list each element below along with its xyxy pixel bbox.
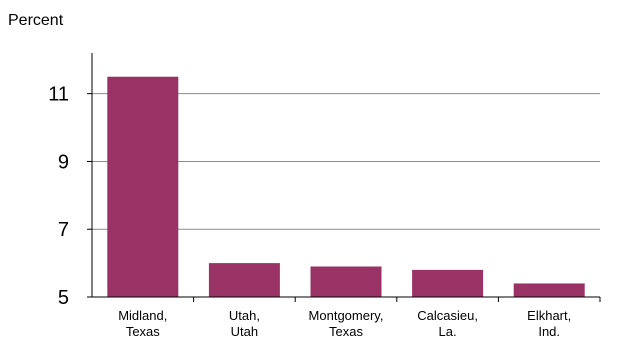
y-tick-label: 5 bbox=[58, 287, 69, 309]
axes bbox=[87, 53, 601, 302]
bars bbox=[107, 76, 585, 297]
x-tick-label: Utah, bbox=[229, 308, 260, 323]
x-tick-label: Calcasieu, bbox=[417, 308, 478, 323]
x-tick-label: Elkhart, bbox=[527, 308, 571, 323]
bar bbox=[513, 283, 585, 297]
x-tick-label: Montgomery, bbox=[309, 308, 384, 323]
x-tick-label: Midland, bbox=[118, 308, 167, 323]
x-tick-label: Ind. bbox=[538, 324, 560, 339]
bar bbox=[412, 269, 484, 297]
x-tick-label: Texas bbox=[126, 324, 160, 339]
y-axis-label: Percent bbox=[8, 12, 64, 29]
x-tick-labels: Midland,TexasUtah,UtahMontgomery,TexasCa… bbox=[118, 308, 571, 339]
x-tick-label: La. bbox=[439, 324, 457, 339]
y-tick-labels: 5 7 9 11 bbox=[48, 84, 69, 309]
y-tick-label: 9 bbox=[58, 151, 69, 173]
bar bbox=[310, 266, 382, 297]
x-tick-label: Utah bbox=[231, 324, 258, 339]
bar bbox=[107, 76, 179, 297]
bar bbox=[208, 263, 280, 297]
x-tick-label: Texas bbox=[329, 324, 363, 339]
y-tick-label: 7 bbox=[58, 219, 69, 241]
y-tick-label: 11 bbox=[48, 84, 69, 106]
